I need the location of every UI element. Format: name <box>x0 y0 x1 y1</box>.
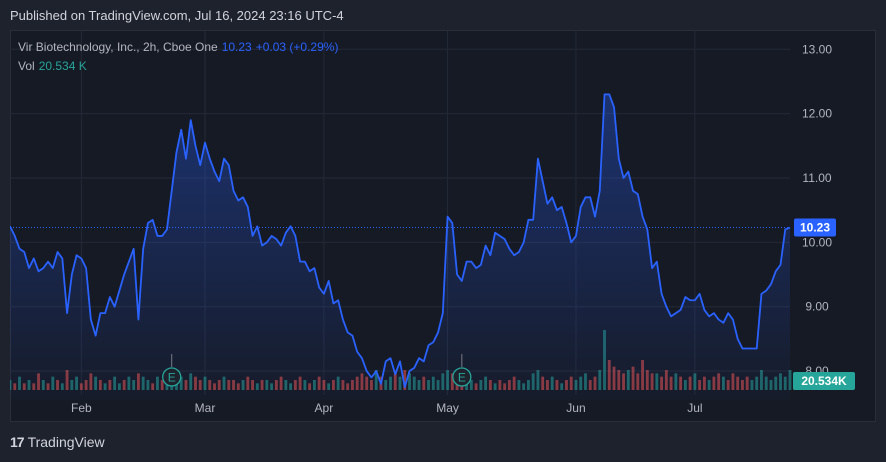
earnings-marker <box>162 367 182 387</box>
x-tick-label: Mar <box>195 401 216 415</box>
volume-label: Vol <box>18 59 35 73</box>
tradingview-logo-icon: 17 <box>10 434 25 450</box>
volume-tag-label: 20.534K <box>801 374 847 388</box>
last-price: 10.23 <box>221 40 252 54</box>
published-note: Published on TradingView.com, Jul 16, 20… <box>10 8 344 23</box>
earnings-label: E <box>458 371 466 385</box>
x-tick-label: Jul <box>687 401 702 415</box>
x-tick-label: Apr <box>315 401 334 415</box>
earnings-label: E <box>168 371 176 385</box>
price-line <box>10 93 791 389</box>
price-tag-label: 10.23 <box>800 221 830 235</box>
y-tick-label: 12.00 <box>802 107 832 121</box>
y-tick-label: 9.00 <box>805 300 829 314</box>
volume-value: 20.534 K <box>38 59 87 73</box>
tradingview-footer[interactable]: 17 TradingView <box>10 434 105 450</box>
volume-tag <box>793 372 855 390</box>
price-area <box>10 94 790 400</box>
brand-name: TradingView <box>27 434 105 450</box>
chart-legend: Vir Biotechnology, Inc., 2h, Cboe One 10.… <box>18 38 338 76</box>
symbol-title: Vir Biotechnology, Inc., 2h, Cboe One <box>18 40 218 54</box>
y-tick-label: 10.00 <box>802 235 832 249</box>
y-tick-label: 11.00 <box>802 171 831 185</box>
x-tick-label: Feb <box>71 401 92 415</box>
price-change: +0.03 (+0.29%) <box>255 40 339 54</box>
price-tag <box>794 218 836 237</box>
y-tick-label: 13.00 <box>802 42 832 56</box>
earnings-marker <box>452 367 472 387</box>
x-tick-label: Jun <box>566 401 585 415</box>
x-tick-label: May <box>436 401 459 415</box>
volume-bar <box>403 370 407 390</box>
